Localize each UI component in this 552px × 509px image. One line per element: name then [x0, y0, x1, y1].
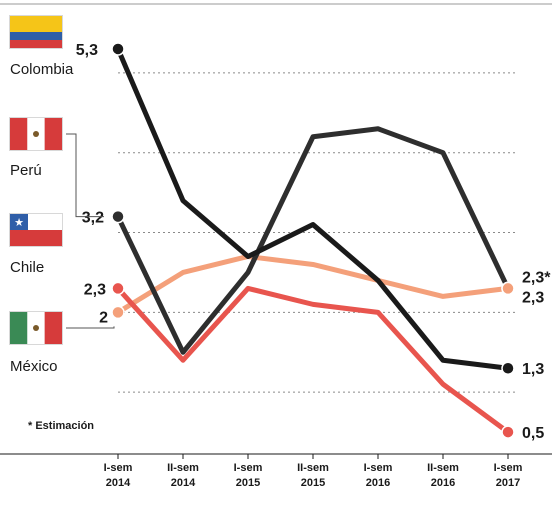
x-tick-label: 2014	[106, 477, 131, 489]
x-tick-label: I-sem	[234, 462, 263, 474]
end-label-0: 1,3	[522, 361, 544, 378]
x-tick-label: II-sem	[297, 462, 329, 474]
start-label-2: 2,3	[84, 281, 106, 298]
footnote: * Estimación	[28, 420, 94, 432]
flag-emblem	[33, 131, 39, 137]
x-tick-label: 2016	[366, 477, 390, 489]
x-tick-label: I-sem	[104, 462, 133, 474]
end-label-2: 0,5	[522, 425, 544, 442]
chile-flag-icon: ★	[9, 213, 63, 247]
series-marker-3-6	[501, 281, 515, 296]
flag-red-band	[44, 118, 62, 150]
flag-emblem	[33, 325, 39, 331]
series-line-1	[115, 126, 511, 355]
x-tick-label: II-sem	[427, 462, 459, 474]
x-tick-label: II-sem	[167, 462, 199, 474]
peru-flag-icon	[9, 117, 63, 151]
series-marker-0-6	[501, 361, 515, 375]
x-tick-label: 2015	[301, 477, 325, 489]
start-label-3: 2	[99, 309, 108, 326]
star-icon: ★	[14, 217, 24, 229]
series-marker-1-0	[111, 209, 125, 224]
flag-red-band	[10, 230, 62, 246]
x-tick-label: 2016	[431, 477, 455, 489]
leader-line	[66, 133, 104, 218]
flag-red-band	[10, 118, 28, 150]
x-tick-label: 2015	[236, 477, 260, 489]
flag-red-band	[44, 312, 62, 344]
series-line-0	[115, 46, 511, 371]
series-marker-0-0	[111, 42, 125, 56]
legend-label-3: México	[10, 358, 58, 375]
flag-blue-canton	[10, 214, 28, 230]
series-marker-3-0	[111, 305, 125, 320]
flag-green-band	[10, 312, 28, 344]
x-tick-label: I-sem	[494, 462, 523, 474]
end-label-1: 2,3*	[522, 269, 551, 286]
end-label-3: 2,3	[522, 289, 544, 306]
x-tick-label: 2014	[171, 477, 196, 489]
legend-label-2: Chile	[10, 259, 44, 276]
series-marker-2-0	[111, 281, 125, 296]
x-tick-label: 2017	[496, 477, 520, 489]
series-line-2	[115, 285, 511, 435]
flag-yellow-band	[10, 16, 62, 32]
series-line-3	[115, 253, 511, 315]
flag-blue-band	[10, 32, 62, 40]
start-label-0: 5,3	[76, 42, 98, 59]
series-marker-2-6	[501, 425, 515, 439]
mexico-flag-icon	[9, 311, 63, 345]
x-tick-label: I-sem	[364, 462, 393, 474]
flag-red-band	[10, 40, 62, 48]
start-label-1: 3,2	[82, 210, 104, 227]
colombia-flag-icon	[9, 15, 63, 49]
leader-line	[66, 326, 115, 329]
legend-label-1: Perú	[10, 162, 42, 179]
legend-label-0: Colombia	[10, 61, 74, 78]
